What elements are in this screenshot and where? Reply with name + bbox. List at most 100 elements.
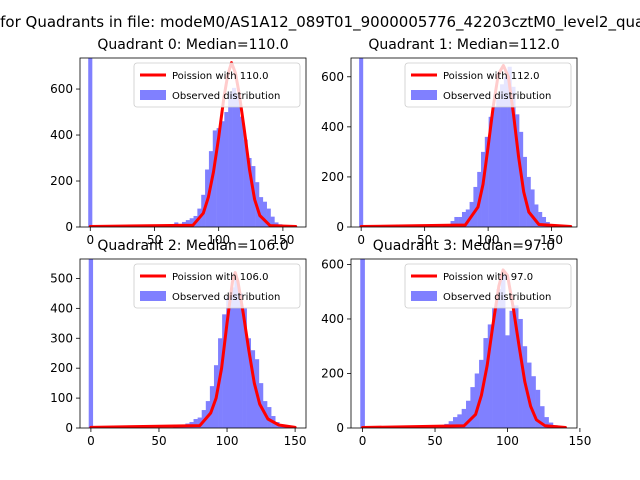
x-tick-label: 100: [477, 233, 500, 247]
histogram-bar: [483, 338, 489, 428]
histogram-bar: [88, 58, 93, 227]
histogram-bar: [454, 216, 459, 227]
legend-label: Poission with 97.0: [443, 272, 533, 283]
legend-box: [133, 62, 301, 108]
legend-box: [133, 263, 301, 309]
y-tick-label: 400: [321, 120, 344, 134]
histogram-bar: [530, 189, 535, 227]
axes-frame: [350, 57, 578, 228]
x-tick-label: 150: [271, 233, 294, 247]
quadrant-3-title: Quadrant 3: Median=97.0: [373, 238, 555, 254]
x-tick-label: 0: [359, 434, 367, 448]
plot-area: [88, 259, 297, 428]
quadrant-2-panel: 0 50 100 150 0 100 200 300 400 500 Quadrant 2: Med…: [50, 238, 306, 448]
histogram-bar: [457, 414, 462, 428]
plot-area: [359, 58, 573, 227]
quadrant-3-panel: 0 50 100 150 0 200 400 600 Quadrant 3: Median=97…: [321, 238, 591, 448]
histogram-bar: [228, 91, 233, 227]
histogram-bar: [505, 335, 510, 428]
histogram-bar: [246, 338, 251, 428]
y-tick-label: 600: [321, 257, 344, 271]
legend-label: Observed distribution: [172, 292, 280, 303]
y-tick-label: 600: [50, 82, 73, 96]
histogram-bar: [473, 186, 478, 227]
y-tick-label: 200: [321, 366, 344, 380]
legend-box: [404, 62, 572, 108]
axes-frame: [79, 57, 307, 228]
histogram-bar: [216, 128, 221, 227]
figure-suptitle: Histograms for Quadrants in file: modeM0…: [0, 13, 640, 32]
x-tick-label: 0: [87, 434, 95, 448]
histogram-bar: [234, 278, 239, 428]
histogram-bar: [492, 106, 497, 227]
histogram-bar: [266, 208, 271, 227]
axes-frame: [350, 258, 578, 429]
histogram-bar: [359, 58, 364, 227]
legend-label: Observed distribution: [443, 91, 551, 102]
histogram-bar: [509, 310, 515, 428]
histogram-bar: [267, 407, 272, 428]
histogram-bar: [496, 99, 501, 227]
x-tick-label: 50: [151, 434, 166, 448]
histogram-bar: [452, 417, 458, 428]
x-tick-label: 100: [496, 434, 519, 448]
histogram-bar: [466, 400, 471, 428]
y-tick-label: 400: [50, 128, 73, 142]
legend-label: Poission with 112.0: [443, 71, 539, 82]
y-tick-label: 100: [50, 391, 73, 405]
histogram-bar: [226, 296, 231, 428]
x-tick-label: 100: [207, 233, 230, 247]
x-tick-label: 50: [147, 233, 162, 247]
histogram-bar: [503, 76, 508, 227]
histogram-bar: [518, 318, 523, 428]
histogram-bar: [544, 417, 549, 428]
x-tick-label: 0: [357, 233, 365, 247]
histogram-bar: [250, 350, 256, 428]
x-tick-label: 50: [417, 233, 432, 247]
histogram-bar: [531, 376, 536, 428]
histogram-bar: [189, 218, 194, 227]
histogram-bar: [474, 373, 480, 428]
histogram-bar: [224, 112, 229, 227]
histogram-bar: [492, 308, 497, 428]
x-tick-label: 150: [284, 434, 307, 448]
histogram-bar: [535, 389, 541, 428]
histogram-bar: [262, 201, 267, 227]
y-tick-label: 400: [50, 301, 73, 315]
histogram-bar: [470, 387, 476, 428]
y-tick-label: 200: [50, 174, 73, 188]
histogram-bar: [500, 275, 506, 428]
legend-label: Poission with 106.0: [172, 272, 268, 283]
quadrant-2-title: Quadrant 2: Median=106.0: [97, 238, 288, 254]
x-tick-label: 150: [540, 233, 563, 247]
histogram-bar: [484, 136, 489, 227]
histogram-bar: [461, 408, 467, 428]
legend: Poission with 106.0 Observed distribution: [133, 263, 301, 309]
histogram-bar: [185, 220, 190, 227]
histogram-bar: [247, 158, 252, 227]
histogram-bar: [88, 259, 94, 428]
legend-label: Observed distribution: [172, 91, 280, 102]
y-tick-label: 400: [321, 312, 344, 326]
quadrant-panels: 0 50 100 150 0 200 400 600 Quadrant 0: Median=11…: [50, 37, 591, 448]
legend-patch-swatch: [140, 90, 166, 100]
histogram-bar: [458, 216, 463, 227]
legend-patch-swatch: [411, 90, 437, 100]
histogram-bar: [500, 84, 505, 227]
y-tick-label: 0: [65, 421, 73, 435]
histogram-bar: [238, 293, 243, 428]
quadrant-1-panel: 0 50 100 150 0 200 400 600 Quadrant 1: Median=11…: [321, 37, 578, 247]
histogram-bar: [220, 121, 225, 227]
x-tick-label: 0: [86, 233, 94, 247]
histogram-bar: [193, 419, 198, 428]
histogram-bar: [507, 66, 512, 227]
histogram-bar: [235, 93, 240, 227]
histogram-bar: [461, 211, 467, 227]
y-tick-label: 300: [50, 331, 73, 345]
quadrant-0-title: Quadrant 0: Median=110.0: [97, 37, 288, 53]
histogram-bar: [197, 417, 202, 428]
histogram-bar: [534, 204, 539, 227]
histogram-bar: [496, 288, 502, 428]
legend-box: [404, 263, 572, 309]
